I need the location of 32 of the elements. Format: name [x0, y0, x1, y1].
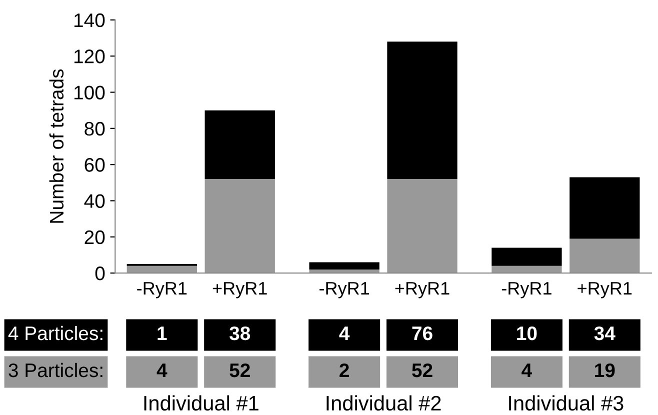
data-label: 4 — [522, 364, 532, 378]
y-tick-label: 20 — [84, 230, 105, 244]
data-label: 10 — [517, 326, 537, 340]
data-label: 4 — [339, 326, 350, 340]
x-tick-label: -RyR1 — [502, 282, 552, 298]
y-axis-title: Number of tetrads — [49, 69, 64, 223]
data-label: 38 — [230, 326, 250, 340]
text: Individual #3 — [509, 395, 624, 411]
data-label: 34 — [594, 326, 616, 340]
data-label: 52 — [230, 363, 250, 378]
data-label: 4 — [156, 364, 168, 378]
x-tick-label: +RyR1 — [395, 282, 450, 298]
data-label: 52 — [412, 363, 432, 378]
y-tick-label: 120 — [74, 50, 105, 64]
text: Individual #1 — [144, 395, 258, 411]
x-tick-label: -RyR1 — [137, 282, 187, 298]
data-label: 19 — [595, 363, 615, 378]
x-tick-label: +RyR1 — [212, 282, 267, 298]
data-label: 1 — [158, 326, 167, 340]
text: Individual #2 — [326, 395, 441, 411]
x-tick-label: -RyR1 — [320, 282, 370, 298]
data-label: 2 — [340, 363, 349, 378]
x-tick-label: +RyR1 — [578, 282, 632, 298]
y-tick-label: 60 — [84, 158, 105, 172]
data-label: 76 — [412, 326, 432, 340]
legend-label: 3 Particles: — [8, 362, 102, 378]
y-tick-label: 100 — [74, 86, 105, 100]
y-tick-label: 140 — [74, 13, 105, 28]
y-tick-label: 0 — [95, 266, 105, 280]
y-tick-label: 40 — [84, 194, 105, 208]
legend-label: 4 Particles: — [8, 326, 102, 340]
y-tick-label: 80 — [84, 122, 105, 136]
